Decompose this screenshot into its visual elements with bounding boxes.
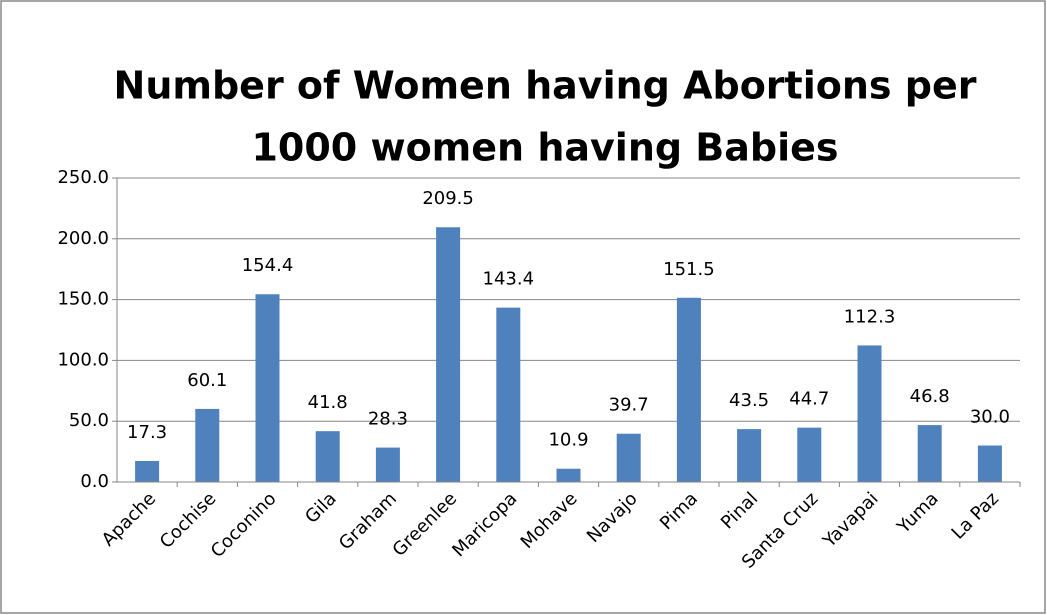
- value-label: 30.0: [970, 407, 1010, 428]
- value-label: 154.4: [242, 255, 294, 276]
- chart-title: Number of Women having Abortions per: [114, 64, 977, 108]
- bar: [436, 227, 461, 482]
- value-label: 143.4: [483, 269, 535, 290]
- value-label: 151.5: [663, 259, 715, 280]
- value-label: 10.9: [548, 430, 588, 451]
- bar: [135, 460, 160, 482]
- bar: [375, 447, 400, 482]
- value-label: 43.5: [729, 390, 769, 411]
- bar: [917, 425, 942, 482]
- bar: [496, 307, 521, 482]
- value-label: 60.1: [187, 370, 227, 391]
- bar: [797, 427, 822, 482]
- value-label: 17.3: [127, 422, 167, 443]
- value-label: 39.7: [609, 395, 649, 416]
- chart-title: 1000 women having Babies: [251, 126, 838, 170]
- bar: [616, 433, 641, 482]
- bar: [857, 345, 882, 482]
- value-label: 44.7: [789, 389, 829, 410]
- bar: [255, 294, 280, 482]
- bar: [315, 431, 340, 482]
- y-tick-label: 150.0: [57, 289, 109, 310]
- value-label: 41.8: [308, 392, 348, 413]
- bar: [977, 445, 1002, 482]
- y-tick-label: 250.0: [57, 167, 109, 188]
- value-label: 28.3: [368, 409, 408, 430]
- y-tick-label: 100.0: [57, 349, 109, 370]
- bar: [676, 297, 701, 482]
- y-tick-label: 200.0: [57, 228, 109, 249]
- bar: [737, 429, 762, 482]
- value-label: 46.8: [910, 386, 950, 407]
- bar: [556, 468, 581, 482]
- y-tick-label: 0.0: [80, 471, 109, 492]
- y-tick-label: 50.0: [69, 410, 109, 431]
- bar: [195, 408, 220, 482]
- value-label: 209.5: [422, 188, 474, 209]
- value-label: 112.3: [844, 306, 896, 327]
